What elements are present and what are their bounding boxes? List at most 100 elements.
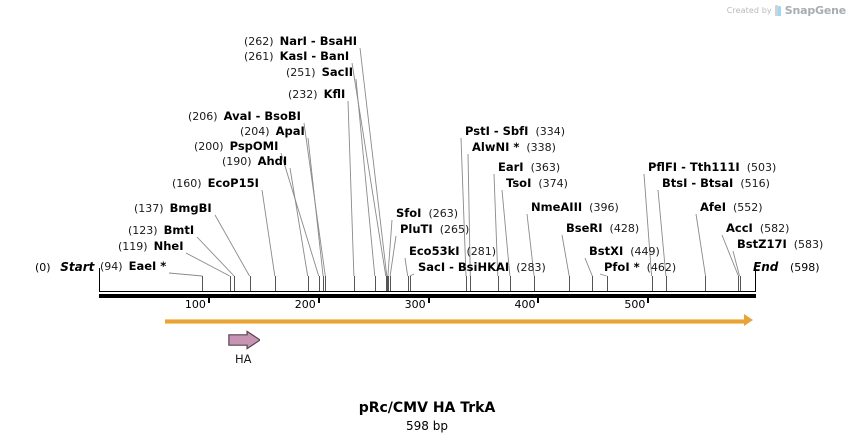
restriction-site-label[interactable]: (160) EcoP15I <box>172 176 259 191</box>
ruler-tick-label: 400 <box>514 298 536 311</box>
end-label: End <box>753 260 779 274</box>
site-leader-line <box>280 152 320 277</box>
ha-feature-arrow[interactable] <box>227 329 261 351</box>
site-leader-line <box>196 236 235 277</box>
restriction-site-label[interactable]: (200) PspOMI <box>194 139 279 154</box>
restriction-site-label[interactable]: (123) BmtI <box>128 224 194 238</box>
restriction-site-label[interactable]: BstZ17I (583) <box>737 237 824 252</box>
site-position: (160) <box>172 177 202 190</box>
site-enzyme-name: ApaI <box>275 124 305 138</box>
site-tick <box>607 276 608 291</box>
site-leader-line <box>303 122 326 277</box>
site-tick <box>323 276 324 291</box>
ruler-baseline <box>99 294 756 298</box>
start-position: (0) <box>35 261 51 274</box>
restriction-site-label[interactable]: SacI - BsiHKAI (283) <box>418 260 546 275</box>
site-tick <box>470 276 471 291</box>
restriction-site-label[interactable]: (262) NarI - BsaHI <box>244 35 357 49</box>
restriction-site-label[interactable]: (204) ApaI <box>240 124 305 139</box>
site-position: (503) <box>746 161 777 174</box>
site-enzyme-name: EaeI * <box>128 259 167 273</box>
restriction-site-label[interactable]: BtsI - BtsaI (516) <box>662 177 770 191</box>
site-position: (449) <box>630 245 660 258</box>
site-position: (263) <box>428 207 459 220</box>
site-enzyme-name: Eco53kI <box>409 244 460 258</box>
ruler-tick-label: 200 <box>294 298 316 311</box>
restriction-site-label[interactable]: EarI (363) <box>498 160 560 175</box>
site-enzyme-name: EarI <box>498 160 524 174</box>
end-marker: End (598) <box>753 260 820 274</box>
site-leader-line <box>732 250 740 277</box>
site-enzyme-name: PflFI - Tth111I <box>648 160 740 174</box>
restriction-site-label[interactable]: (137) BmgBI <box>134 201 212 216</box>
site-position: (137) <box>134 202 164 215</box>
site-enzyme-name: EcoP15I <box>207 176 259 190</box>
site-tick <box>652 276 653 291</box>
site-enzyme-name: BmgBI <box>169 201 212 215</box>
restriction-site-label[interactable]: (206) AvaI - BsoBI <box>188 110 301 124</box>
ruler-end-cap <box>99 268 100 292</box>
restriction-site-label[interactable]: AfeI (552) <box>700 201 763 215</box>
site-leader-line <box>185 252 230 277</box>
ruler-tick <box>317 297 320 303</box>
site-enzyme-name: PfoI * <box>604 260 640 274</box>
site-tick <box>386 276 387 291</box>
restriction-site-label[interactable]: PflFI - Tth111I (503) <box>648 160 777 175</box>
restriction-site-label[interactable]: PstI - SbfI (334) <box>465 125 566 139</box>
sequence-span-line <box>165 319 745 324</box>
restriction-site-label[interactable]: BstXI (449) <box>589 244 660 259</box>
ruler-tick <box>207 297 210 303</box>
site-tick <box>740 276 741 291</box>
site-enzyme-name: PluTI <box>400 222 433 236</box>
restriction-site-label[interactable]: BseRI (428) <box>566 221 639 236</box>
restriction-site-label[interactable]: SfoI (263) <box>396 206 459 221</box>
restriction-site-label[interactable]: (261) KasI - BanI <box>244 50 349 64</box>
watermark-brand: SnapGene <box>784 4 846 17</box>
restriction-site-label[interactable]: PluTI (265) <box>400 222 470 237</box>
site-enzyme-name: BstXI <box>589 244 624 258</box>
restriction-site-label[interactable]: PfoI * (462) <box>604 260 676 275</box>
restriction-site-label[interactable]: NmeAIII (396) <box>531 201 619 215</box>
site-position: (583) <box>793 238 824 251</box>
restriction-site-label[interactable]: (119) NheI <box>118 240 183 254</box>
ruler-hairline <box>99 291 756 292</box>
ruler-tick-label: 100 <box>184 298 206 311</box>
restriction-site-label[interactable]: (94) EaeI * <box>100 259 167 274</box>
site-enzyme-name: AhdI <box>257 154 288 168</box>
site-position: (94) <box>100 260 123 273</box>
site-enzyme-name: AlwNI * <box>472 140 520 154</box>
site-leader-line <box>351 62 387 277</box>
site-position: (123) <box>128 224 158 237</box>
sequence-span-arrowhead-icon <box>744 314 753 326</box>
site-position: (334) <box>535 125 566 138</box>
site-enzyme-name: BstZ17I <box>737 237 787 251</box>
site-position: (232) <box>288 88 318 101</box>
site-position: (396) <box>589 201 619 214</box>
site-tick <box>498 276 499 291</box>
site-enzyme-name: BseRI <box>566 221 603 235</box>
site-tick <box>466 276 467 291</box>
site-enzyme-name: PspOMI <box>229 139 279 153</box>
site-enzyme-name: SacI - BsiHKAI <box>418 260 510 274</box>
site-tick <box>569 276 570 291</box>
site-position: (261) <box>244 50 274 63</box>
site-leader-line <box>261 189 276 277</box>
site-position: (265) <box>439 223 470 236</box>
site-leader-line <box>168 272 203 277</box>
site-enzyme-name: SfoI <box>396 206 422 220</box>
site-leader-line <box>387 219 393 277</box>
restriction-site-label[interactable]: AccI (582) <box>726 222 789 236</box>
restriction-site-label[interactable]: TsoI (374) <box>506 177 568 191</box>
site-leader-line <box>359 47 388 277</box>
restriction-site-label[interactable]: AlwNI * (338) <box>472 140 556 155</box>
site-tick <box>308 276 309 291</box>
restriction-site-label[interactable]: (232) KflI <box>288 88 345 102</box>
site-position: (262) <box>244 35 274 48</box>
site-leader-line <box>599 273 607 277</box>
restriction-site-label[interactable]: Eco53kI (281) <box>409 244 496 259</box>
restriction-site-label[interactable]: (251) SacII <box>286 66 353 80</box>
site-position: (206) <box>188 110 218 123</box>
plasmid-title: pRc/CMV HA TrkA <box>358 400 496 416</box>
restriction-site-label[interactable]: (190) AhdI <box>222 154 288 169</box>
